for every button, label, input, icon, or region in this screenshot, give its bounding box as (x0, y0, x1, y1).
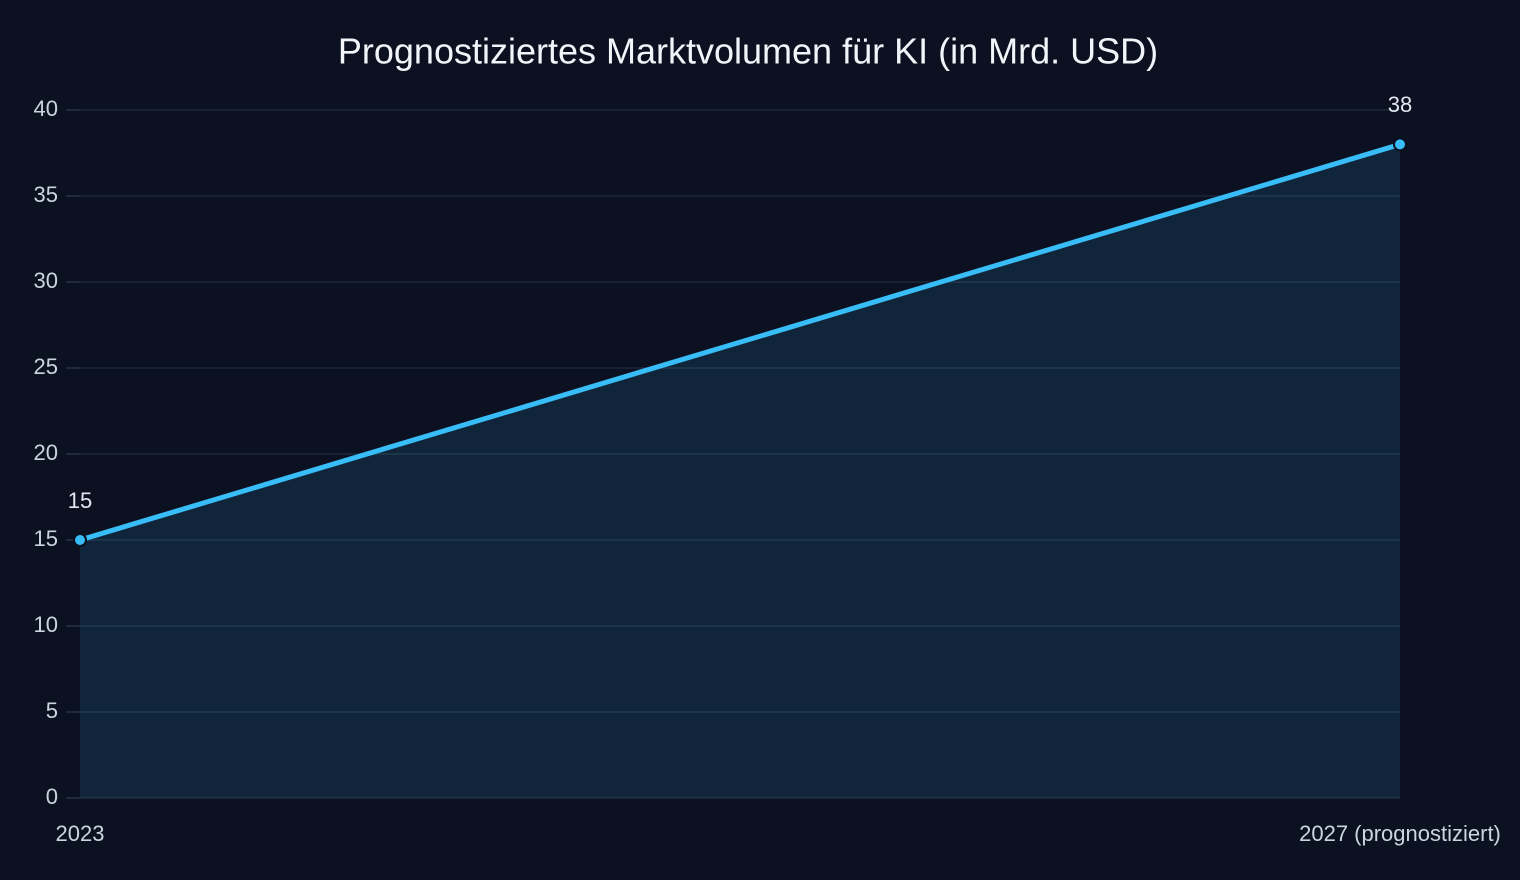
x-tick-label: 2027 (prognostiziert) (1299, 821, 1501, 846)
y-tick-label: 5 (46, 698, 58, 723)
area-fill (80, 144, 1400, 798)
x-tick-label: 2023 (56, 821, 105, 846)
line (77, 141, 1403, 543)
point (73, 533, 87, 547)
point (1393, 137, 1407, 152)
y-tick-label: 30 (34, 268, 58, 293)
chart-title: Prognostiziertes Marktvolumen für KI (in… (338, 31, 1158, 72)
y-tick-label: 0 (46, 784, 58, 809)
y-tick-label: 10 (34, 612, 58, 637)
y-tick-label: 15 (34, 526, 58, 551)
y-tick-label: 40 (34, 96, 58, 121)
y-tick-label: 35 (34, 182, 58, 207)
value-label: 38 (1388, 92, 1412, 117)
value-label: 15 (68, 488, 92, 513)
y-tick-label: 20 (34, 440, 58, 465)
y-tick-label: 25 (34, 354, 58, 379)
